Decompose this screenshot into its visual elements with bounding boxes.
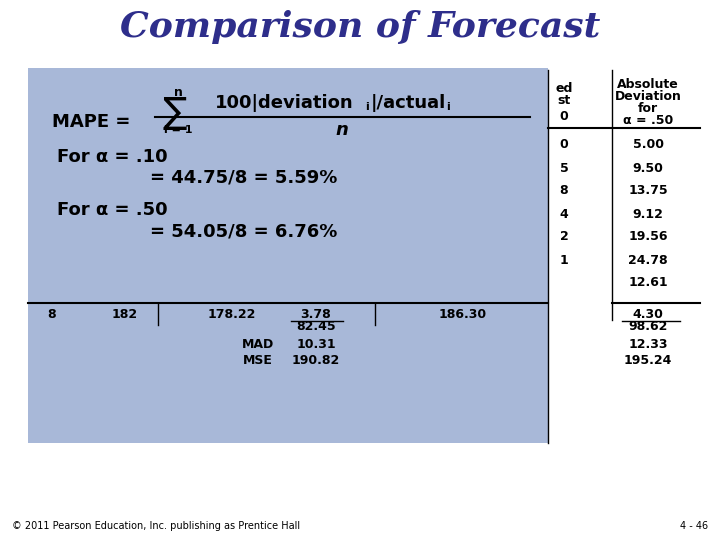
Text: 10.31: 10.31 bbox=[296, 338, 336, 350]
Text: = 54.05/8 = 6.76%: = 54.05/8 = 6.76% bbox=[150, 222, 338, 240]
Text: 4.30: 4.30 bbox=[633, 307, 663, 321]
Text: 190.82: 190.82 bbox=[292, 354, 340, 368]
Text: Deviation: Deviation bbox=[615, 91, 681, 104]
Text: 0: 0 bbox=[559, 138, 568, 152]
Text: i = 1: i = 1 bbox=[163, 125, 192, 135]
Text: i: i bbox=[446, 102, 450, 112]
Text: 3.78: 3.78 bbox=[301, 307, 331, 321]
Text: Absolute: Absolute bbox=[617, 78, 679, 91]
Text: 186.30: 186.30 bbox=[439, 307, 487, 321]
Text: 82.45: 82.45 bbox=[296, 320, 336, 333]
Text: © 2011 Pearson Education, Inc. publishing as Prentice Hall: © 2011 Pearson Education, Inc. publishin… bbox=[12, 521, 300, 531]
Text: MAD: MAD bbox=[242, 338, 274, 350]
Text: 13.75: 13.75 bbox=[628, 185, 668, 198]
Text: 178.22: 178.22 bbox=[208, 307, 256, 321]
Text: 5: 5 bbox=[559, 161, 568, 174]
Text: 8: 8 bbox=[559, 185, 568, 198]
Text: i: i bbox=[365, 102, 369, 112]
Text: st: st bbox=[557, 94, 571, 107]
Text: 9.50: 9.50 bbox=[633, 161, 663, 174]
Text: 12.33: 12.33 bbox=[629, 338, 667, 350]
Text: ed: ed bbox=[555, 82, 572, 94]
Text: 19.56: 19.56 bbox=[629, 231, 667, 244]
Text: |/actual: |/actual bbox=[371, 94, 446, 112]
Text: α = .50: α = .50 bbox=[623, 114, 673, 127]
Text: 8: 8 bbox=[48, 307, 56, 321]
Text: 182: 182 bbox=[112, 307, 138, 321]
Text: 5.00: 5.00 bbox=[632, 138, 664, 152]
Text: MAPE =: MAPE = bbox=[52, 113, 130, 131]
Text: n: n bbox=[336, 121, 348, 139]
Bar bbox=[28, 68, 548, 443]
Text: 2: 2 bbox=[559, 231, 568, 244]
Text: Comparison of Forecast: Comparison of Forecast bbox=[120, 10, 600, 44]
Text: 4: 4 bbox=[559, 207, 568, 220]
Text: 9.12: 9.12 bbox=[633, 207, 663, 220]
Text: n: n bbox=[174, 86, 182, 99]
Text: For α = .10: For α = .10 bbox=[57, 148, 168, 166]
Text: 98.62: 98.62 bbox=[629, 320, 667, 333]
Text: = 44.75/8 = 5.59%: = 44.75/8 = 5.59% bbox=[150, 169, 338, 187]
Text: MSE: MSE bbox=[243, 354, 273, 368]
Text: 12.61: 12.61 bbox=[628, 276, 668, 289]
Text: for: for bbox=[638, 103, 658, 116]
Text: For α = .50: For α = .50 bbox=[57, 201, 168, 219]
Text: 24.78: 24.78 bbox=[628, 253, 668, 267]
Text: 1: 1 bbox=[559, 253, 568, 267]
Text: 4 - 46: 4 - 46 bbox=[680, 521, 708, 531]
Text: 0: 0 bbox=[559, 110, 568, 123]
Text: 100|deviation: 100|deviation bbox=[215, 94, 354, 112]
Text: 195.24: 195.24 bbox=[624, 354, 672, 368]
Text: ∑: ∑ bbox=[163, 96, 187, 130]
